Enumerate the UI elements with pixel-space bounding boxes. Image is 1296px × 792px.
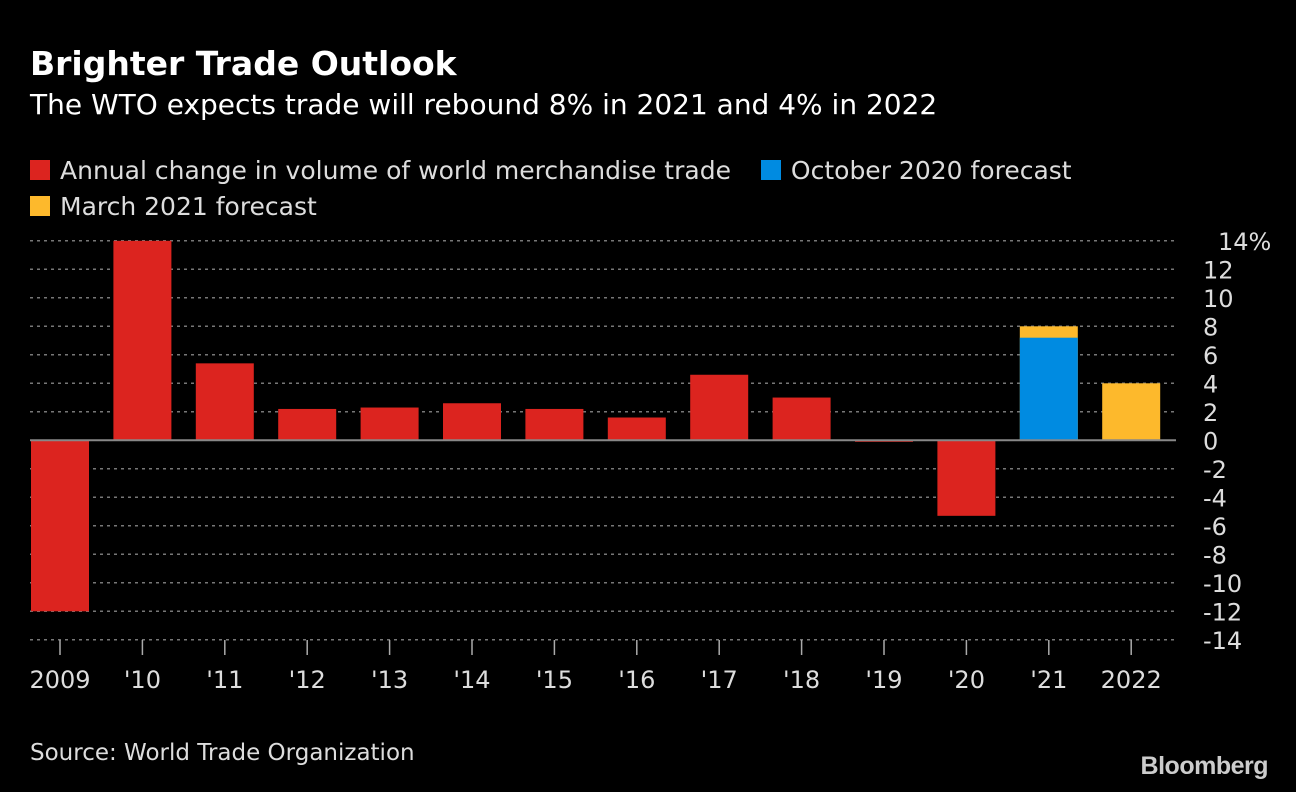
y-tick-label: -10 [1203,570,1242,598]
bloomberg-logo: Bloomberg [1140,752,1269,780]
y-tick-label: -8 [1203,541,1227,569]
x-tick-label: '17 [701,666,738,694]
legend-swatch [30,196,50,216]
legend-label: Annual change in volume of world merchan… [60,155,731,185]
bar [525,408,584,441]
y-tick-label: 8 [1203,313,1218,341]
x-tick-label: 2022 [1101,666,1162,694]
bar [443,403,501,441]
bar [937,440,996,516]
chart-title: Brighter Trade Outlook [30,44,457,83]
legend-item-mar2021: March 2021 forecast [30,188,317,224]
bar [278,408,337,441]
y-tick-label: -6 [1203,513,1227,541]
bar [195,363,254,441]
y-tick-label: 0 [1203,427,1218,455]
y-tick-label: 2 [1203,399,1218,427]
bar [1102,383,1161,441]
x-tick-label: 2009 [29,666,90,694]
y-tick-label: 10 [1203,285,1234,313]
bar [1019,337,1078,441]
x-tick-label: '14 [453,666,490,694]
y-tick-label: 6 [1203,342,1218,370]
x-tick-label: '19 [865,666,902,694]
y-tick-label: -2 [1203,456,1227,484]
x-tick-label: '11 [206,666,243,694]
legend-item-annual: Annual change in volume of world merchan… [30,152,731,188]
legend-swatch [760,160,781,180]
y-tick-label: 12 [1203,256,1234,284]
x-tick-label: '15 [536,666,573,694]
y-tick-label: 4 [1203,370,1218,398]
legend-item-oct2020: October 2020 forecast [760,152,1072,188]
bar [113,240,172,441]
x-tick-label: '10 [124,666,161,694]
x-tick-label: '13 [371,666,408,694]
bar [690,374,749,441]
x-tick-label: '16 [618,666,655,694]
y-tick-label: 14% [1218,228,1271,256]
y-tick-label: -4 [1203,484,1227,512]
bar [31,440,89,612]
legend-label: October 2020 forecast [790,155,1072,185]
legend-swatch [30,160,50,180]
y-tick-label: -12 [1203,598,1242,626]
source-note: Source: World Trade Organization [30,740,415,766]
bar [772,397,831,441]
y-tick-label: -14 [1203,627,1242,655]
x-tick-label: '12 [289,666,326,694]
legend: Annual change in volume of world merchan… [30,152,1230,224]
x-tick-label: '21 [1030,666,1067,694]
chart-subtitle: The WTO expects trade will rebound 8% in… [30,88,938,121]
x-tick-label: '20 [948,666,985,694]
bar [360,407,419,441]
legend-label: March 2021 forecast [60,191,317,221]
bar [607,417,666,441]
x-tick-label: '18 [783,666,820,694]
